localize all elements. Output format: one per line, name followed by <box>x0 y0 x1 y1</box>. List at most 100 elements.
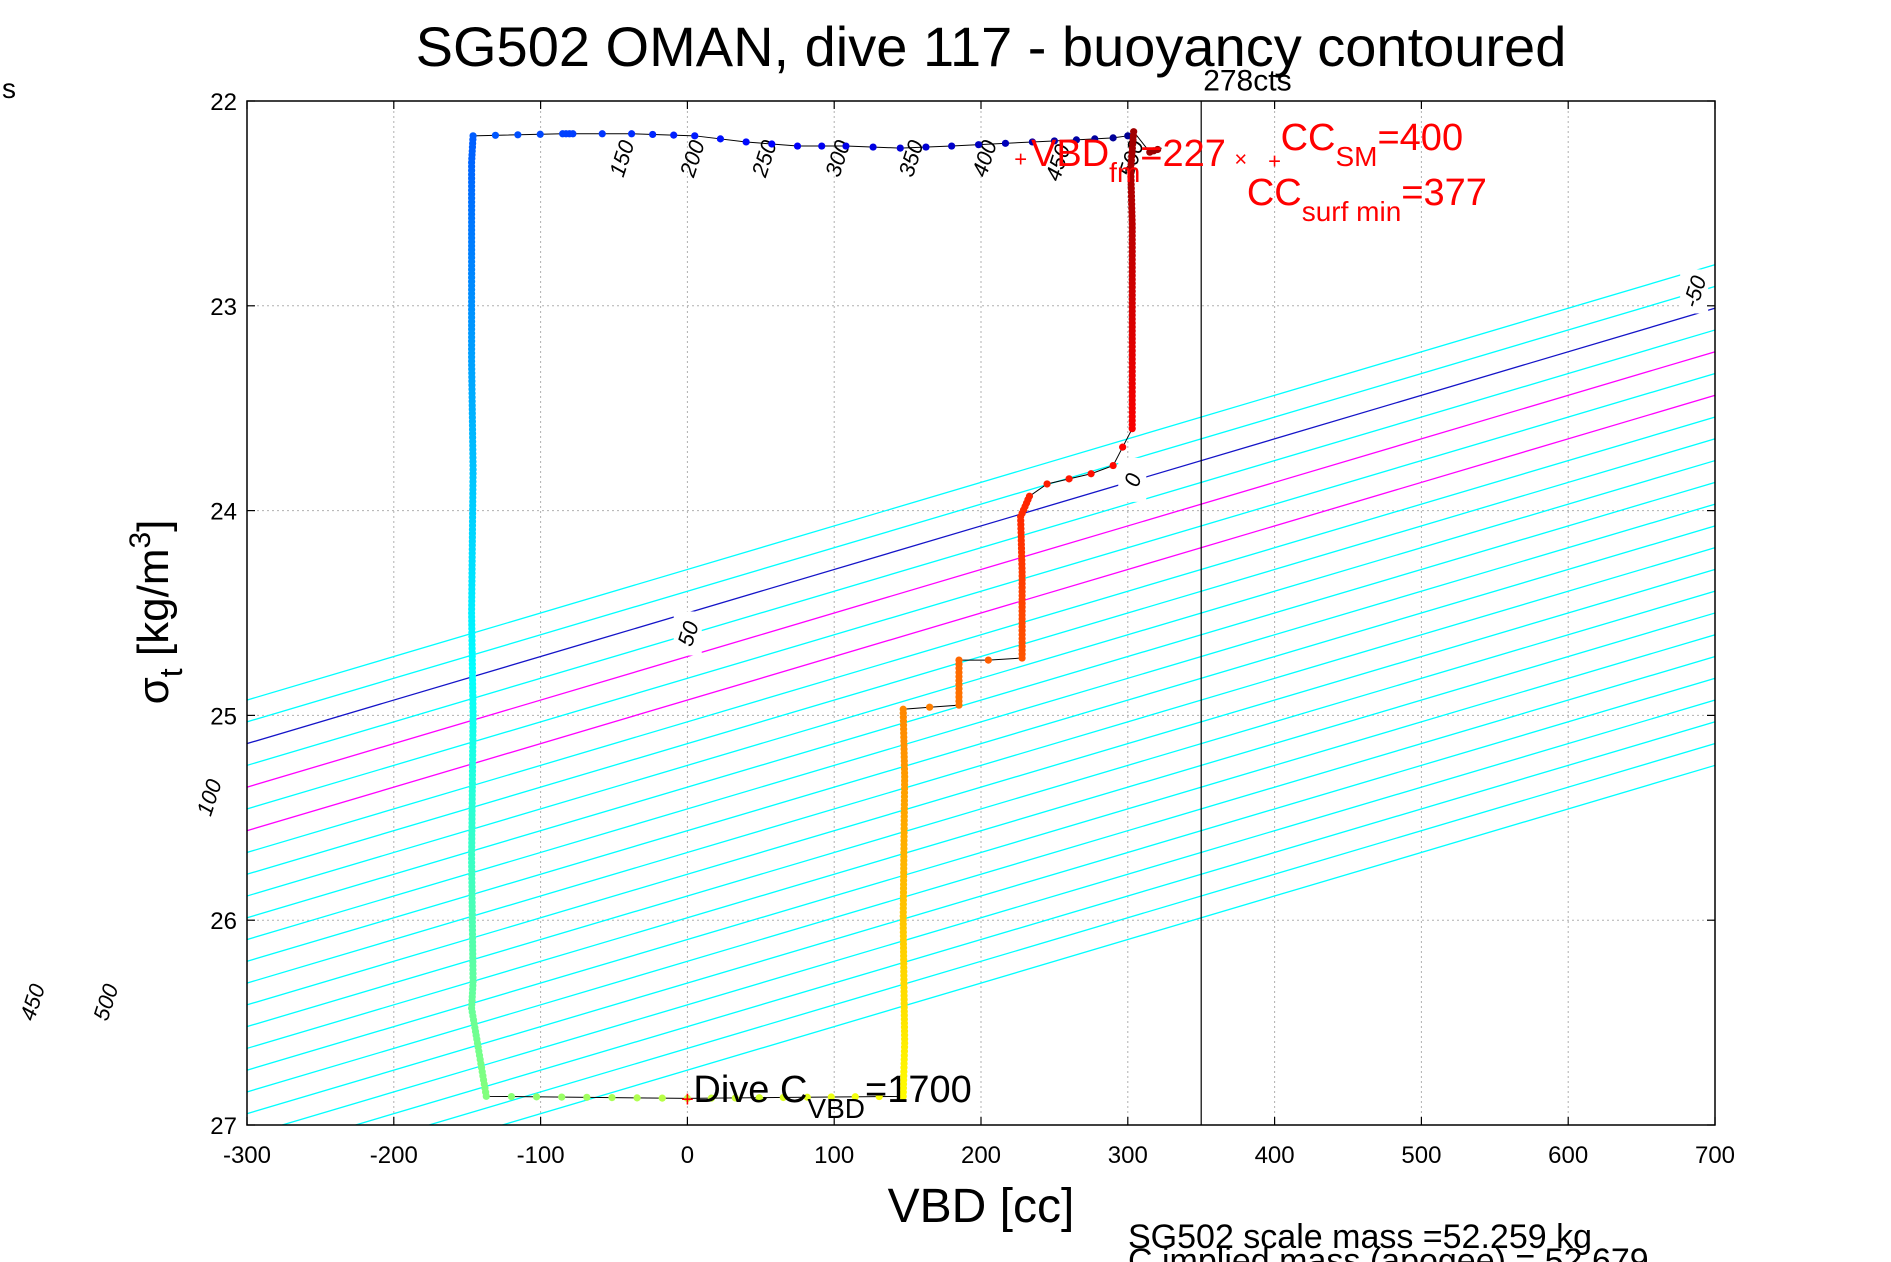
x-axis-ticks: -300 -200 -100 0 100 200 300 400 500 600 700 <box>223 101 1735 1169</box>
profile-point <box>1043 480 1051 488</box>
plot-area: -500501001502002503003504004505001502002… <box>15 65 1716 1126</box>
footer-line: C implied mass (apogee) = 52.679 <box>1128 1242 1649 1262</box>
x-tick-label: 0 <box>681 1142 694 1169</box>
profile-point <box>491 131 500 139</box>
x-axis-label: VBD [cc] <box>888 1180 1075 1233</box>
annotation-subscript: SM <box>1335 141 1377 172</box>
x-tick-label: -300 <box>223 1142 271 1169</box>
profile-point <box>1050 137 1058 145</box>
profile-point <box>842 142 850 150</box>
x-tick-label: 100 <box>814 1142 854 1169</box>
profile-point <box>1124 132 1132 140</box>
contour-line <box>428 742 1715 1125</box>
profile-point <box>1028 138 1036 146</box>
contour-line <box>247 372 1715 810</box>
contour-line <box>247 438 1715 875</box>
contour-line <box>247 568 1715 1006</box>
contour-line <box>247 285 1715 723</box>
profile-point <box>507 1092 516 1101</box>
vbd-reference-line: 278cts <box>1200 65 1292 1125</box>
y-axis-label-close: ] <box>129 520 178 532</box>
profile-point <box>731 1094 739 1102</box>
annotation-cc_sm: CCSM=400 <box>1281 117 1463 172</box>
profile-point <box>1072 136 1081 144</box>
y-tick-label: 25 <box>210 703 237 730</box>
contour-line <box>247 329 1715 767</box>
profile-point <box>683 1094 692 1102</box>
profile-point <box>649 130 657 139</box>
edge-fragment-text: s <box>2 73 16 104</box>
y-tick-label: 24 <box>210 499 237 526</box>
profile-point <box>955 656 963 664</box>
profile-point <box>1065 475 1073 483</box>
annotation-subscript: surf min <box>1302 196 1402 227</box>
profile-point <box>1087 470 1095 478</box>
profile-point <box>536 130 544 138</box>
contour-line <box>247 655 1715 1093</box>
x-tick-label: 400 <box>1255 1142 1295 1169</box>
contour-label-bg <box>194 775 223 820</box>
x-tick-label: 300 <box>1108 1142 1148 1169</box>
profile-point <box>984 656 992 664</box>
contour-line <box>282 699 1715 1125</box>
annotation-main: VBD <box>1031 133 1109 175</box>
y-axis-label-units: [kg/m <box>129 549 178 669</box>
annotation-value: =1700 <box>865 1069 972 1111</box>
profile-point <box>691 132 699 140</box>
profile-point <box>1001 139 1010 147</box>
contour-line <box>247 416 1715 854</box>
y-axis-label-sup: 3 <box>124 532 157 549</box>
footer-line: SG502 scale mass =52.259 kg <box>1128 1218 1592 1256</box>
annotation-dive_c_vbd: Dive CVBD=1700 <box>693 1069 971 1124</box>
y-axis-label: σt [kg/m3] <box>124 520 189 705</box>
x-tick-label: -100 <box>517 1142 565 1169</box>
profile-point <box>818 142 826 150</box>
dive-profile <box>468 128 1162 1102</box>
chart-title: SG502 OMAN, dive 117 - buoyancy contoure… <box>416 15 1567 78</box>
annotation-subscript: VBD <box>807 1093 865 1124</box>
footer-text: SG502 scale mass =52.259 kgC implied mas… <box>1128 1218 1649 1262</box>
y-axis-label-sigma: σ <box>129 677 178 704</box>
profile-point <box>793 142 802 150</box>
reference-line-label: 278cts <box>1203 65 1291 98</box>
profile-point <box>851 1093 859 1101</box>
contour-line <box>247 394 1715 832</box>
profile-point <box>869 143 877 151</box>
contour-line <box>247 547 1715 984</box>
annotation-vbd_fm: VBDfm=227 <box>1031 133 1226 188</box>
marker-symbol: + <box>681 1086 694 1111</box>
marker-symbol: + <box>1268 148 1281 173</box>
profile-point <box>514 131 522 139</box>
y-axis-ticks: 22 23 24 25 26 27 <box>210 89 1715 1140</box>
contour-line <box>247 351 1715 788</box>
profile-point <box>1025 492 1034 500</box>
profile-point <box>608 1094 616 1102</box>
y-tick-label: 26 <box>210 908 237 935</box>
contour-line <box>247 481 1715 919</box>
profile-point <box>896 144 904 152</box>
profile-point <box>755 1094 763 1102</box>
profile-point <box>948 142 956 150</box>
contour-line <box>247 503 1715 941</box>
profile-point <box>583 1093 591 1101</box>
profile-point <box>974 141 983 149</box>
profile-point <box>633 1094 641 1102</box>
annotation-main: CC <box>1281 117 1336 159</box>
marker-symbol: + <box>1014 146 1027 171</box>
profile-point <box>658 1094 666 1102</box>
profile-point <box>670 131 678 139</box>
annotation-value: =400 <box>1377 117 1463 159</box>
contour-line <box>502 764 1715 1125</box>
x-tick-label: -200 <box>370 1142 418 1169</box>
profile-point <box>1091 135 1099 143</box>
contour-line <box>247 677 1715 1115</box>
profile-point <box>827 1093 835 1101</box>
annotation-value: =377 <box>1401 172 1487 214</box>
annotation-main: CC <box>1247 172 1302 214</box>
annotation-cc_surf_min: CCsurf min=377 <box>1247 172 1487 227</box>
contour-line <box>247 590 1715 1028</box>
profile-point <box>1109 134 1117 142</box>
x-tick-label: 700 <box>1695 1142 1735 1169</box>
